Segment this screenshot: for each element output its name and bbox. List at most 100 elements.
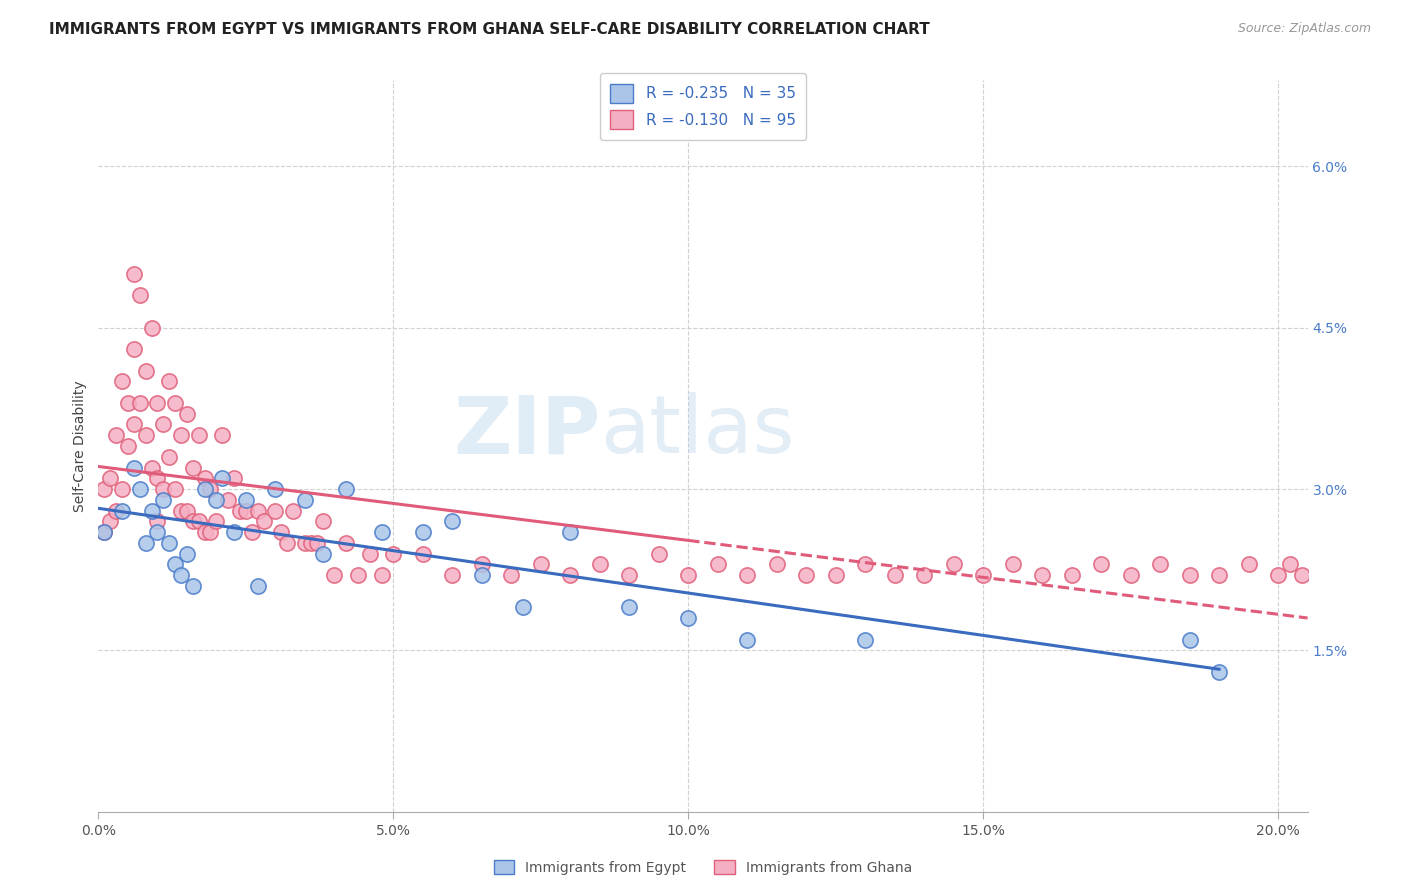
Point [211,471,233,485]
Point [589,558,612,572]
Point [347,568,370,582]
Point [281,503,304,517]
Point [412,547,434,561]
Point [152,417,174,432]
Point [294,492,316,507]
Point [824,568,846,582]
Point [735,632,758,647]
Point [98,514,121,528]
Point [170,568,193,582]
Point [1119,568,1142,582]
Point [323,568,346,582]
Point [217,492,239,507]
Point [678,568,700,582]
Point [128,288,150,302]
Point [648,547,671,561]
Point [512,600,534,615]
Point [117,439,139,453]
Point [105,428,128,442]
Point [165,396,187,410]
Point [706,558,728,572]
Point [441,514,464,528]
Point [93,482,115,496]
Point [200,524,222,539]
Point [972,568,994,582]
Point [200,482,222,496]
Point [370,568,392,582]
Point [619,600,641,615]
Point [222,524,245,539]
Point [152,492,174,507]
Point [735,568,758,582]
Point [181,579,204,593]
Point [471,558,494,572]
Point [187,428,209,442]
Point [370,524,392,539]
Point [471,568,494,582]
Point [146,514,169,528]
Point [117,396,139,410]
Point [93,524,115,539]
Point [128,396,150,410]
Point [176,547,198,561]
Point [382,547,405,561]
Point [240,524,263,539]
Point [270,524,292,539]
Point [883,568,905,582]
Legend: Immigrants from Egypt, Immigrants from Ghana: Immigrants from Egypt, Immigrants from G… [488,855,918,880]
Point [1060,568,1083,582]
Text: atlas: atlas [600,392,794,470]
Point [170,428,193,442]
Point [111,503,134,517]
Point [765,558,787,572]
Point [122,267,145,281]
Point [111,375,134,389]
Point [794,568,817,582]
Point [305,536,328,550]
Point [146,524,169,539]
Point [1090,558,1112,572]
Point [246,503,269,517]
Text: ZIP: ZIP [453,392,600,470]
Point [276,536,298,550]
Point [141,320,163,334]
Point [157,450,180,464]
Point [560,568,582,582]
Point [1208,665,1230,679]
Point [1001,558,1024,572]
Point [165,558,187,572]
Point [211,428,233,442]
Point [135,364,157,378]
Point [194,524,217,539]
Point [912,568,935,582]
Point [205,492,228,507]
Point [942,558,965,572]
Point [441,568,464,582]
Point [141,503,163,517]
Point [311,547,333,561]
Point [311,514,333,528]
Point [335,482,357,496]
Point [235,503,257,517]
Point [264,482,287,496]
Point [105,503,128,517]
Point [560,524,582,539]
Point [194,482,217,496]
Point [1278,558,1301,572]
Point [181,514,204,528]
Point [1149,558,1171,572]
Point [1291,568,1313,582]
Point [181,460,204,475]
Point [335,536,357,550]
Point [122,342,145,356]
Point [294,536,316,550]
Point [853,558,876,572]
Point [187,514,209,528]
Point [299,536,322,550]
Point [1178,568,1201,582]
Point [501,568,523,582]
Point [98,471,121,485]
Point [152,482,174,496]
Point [222,471,245,485]
Point [176,407,198,421]
